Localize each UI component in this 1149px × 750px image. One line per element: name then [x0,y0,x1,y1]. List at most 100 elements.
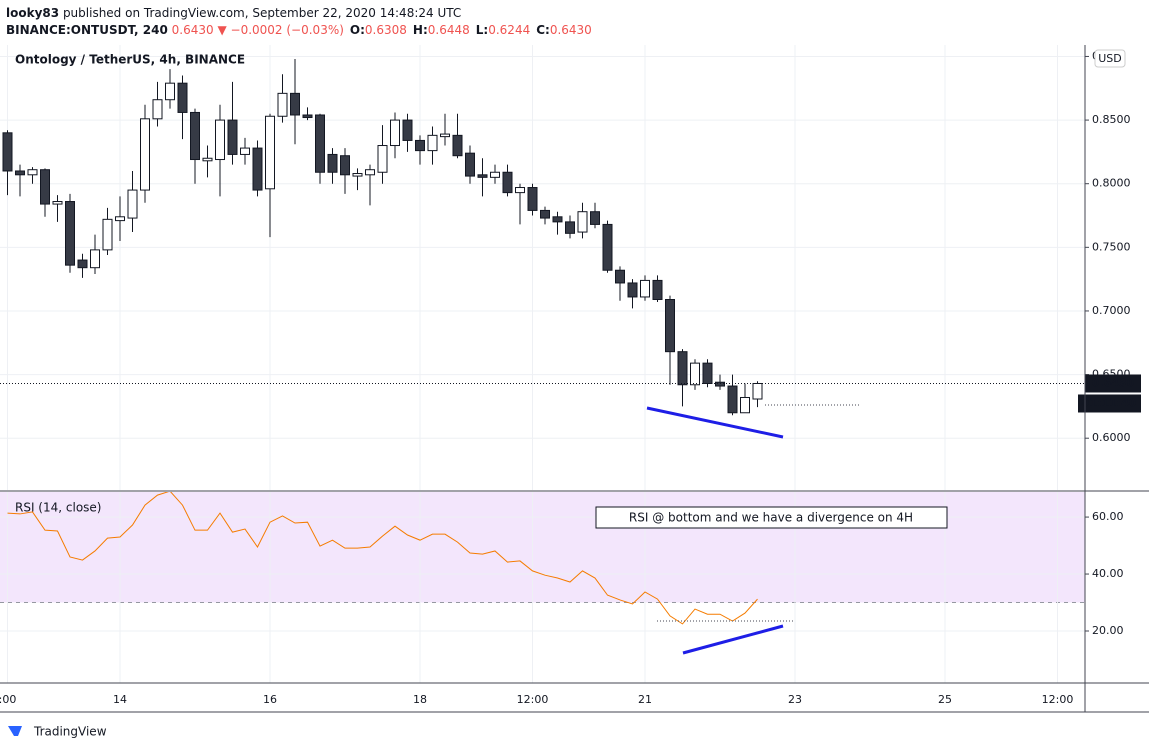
candle-body [402,119,413,141]
published: published on TradingView.com, September … [63,6,461,20]
countdown-tag [1078,394,1141,413]
footer-brand: TradingView [33,725,107,739]
candle-body [140,118,150,191]
candle-body [527,187,538,211]
candle-body [502,171,513,194]
countdown: 01:11:40 [1082,396,1137,409]
trend-line [682,624,784,655]
candle-body [315,114,325,173]
candle-body [465,152,475,177]
candle-body [2,132,13,172]
candle-body [627,282,638,298]
candle-body [202,157,213,162]
candle-body [477,174,488,178]
candle-body [352,173,363,177]
change: −0.0002 (−0.03%) [231,23,344,37]
candle-body [227,119,238,155]
ohlc-value: 0.6448 [428,23,470,37]
x-tick-label: 14 [113,693,127,706]
price-tag-label: 0.6430 [1092,376,1135,389]
price-pane [0,45,1085,491]
logo-icon [8,726,22,736]
ohlc: O:0.6308 H:0.6448 L:0.6244 C:0.6430 [350,23,592,37]
candle-body [577,211,588,233]
y-tick-label: 0.8500 [1092,113,1131,126]
x-tick-label: 12:00 [517,693,549,706]
ohlc-key: H: [413,23,428,37]
candle-body [665,299,675,353]
candle-body [677,351,688,386]
currency-button[interactable] [1094,49,1126,68]
candle-body [377,145,388,173]
user: looky83 [6,6,59,20]
x-tick-label: 23 [788,693,802,706]
ohlc-value: 0.6430 [550,23,592,37]
candle-body [540,209,550,219]
candle-body [40,169,50,205]
candle-body [265,115,275,190]
candle-body [65,201,75,266]
price-plot [0,45,1085,490]
candle-body [415,139,425,152]
candle-body [390,119,400,147]
candle-body [452,134,463,157]
y-tick-label: 0.7500 [1092,240,1131,253]
price-tag [1085,374,1141,393]
candle-body [90,249,100,269]
candle-body [427,134,438,152]
candle-body [240,147,250,155]
candle-body [340,155,350,176]
candle-body [277,92,288,117]
currency[interactable]: USD [1098,52,1122,65]
candle-body [615,269,625,284]
ohlc-key: L: [476,23,488,37]
ohlc-key: O: [350,23,365,37]
x-tick-label: 21 [638,693,652,706]
rsi-band [0,492,1085,603]
candle-body [215,119,225,161]
candle-body [490,171,500,178]
candle-body [640,279,650,298]
x-tick-label: 25 [938,693,952,706]
candle-body [365,169,375,176]
candle-body [740,396,750,414]
ohlc-value: 0.6308 [365,23,407,37]
y-tick-label: 0.6000 [1092,431,1131,444]
annotation: RSI @ bottom and we have a divergence on… [629,511,913,525]
candle-body [602,223,613,271]
candle-body [15,170,25,176]
last-price: 0.6430 [172,23,214,37]
y-tick-label: 0.7000 [1092,304,1131,317]
candle-body [302,114,313,119]
annotation-box [595,506,948,529]
candle-body [590,211,600,225]
symbol: BINANCE:ONTUSDT, 240 [6,23,168,37]
candle-body [127,189,138,219]
down-arrow: ▼ [214,23,231,37]
x-tick-label: 16 [263,693,277,706]
rsi-line [7,492,758,625]
candle-body [115,216,125,222]
candle-body [102,218,113,251]
axes: :00 14 16 18 12:00 21 23 25 12:000.60000.65000.7… [0,49,1141,706]
candle-body [190,111,200,161]
symbol-line: BINANCE:ONTUSDT, 240 0.6430 ▼ −0.0002 (−… [6,23,592,37]
candle-body [77,259,88,269]
y-tick-label: 20.00 [1092,624,1124,637]
x-tick-label: 12:00 [1042,693,1074,706]
candle-body [327,153,338,173]
trend-line [646,406,784,439]
y-tick-label: 60.00 [1092,510,1124,523]
y-tick-label: 40.00 [1092,567,1124,580]
candle-body [552,216,563,223]
candle-body [690,362,700,386]
candle-body [727,385,738,414]
ohlc-key: C: [536,23,550,37]
candle-body [177,82,188,113]
x-tick-label: :00 [0,693,16,706]
rsi-title: RSI (14, close) [15,501,101,515]
y-tick-label: 0.8000 [1092,177,1131,190]
candle-body [52,201,63,205]
candle-body [290,92,300,116]
